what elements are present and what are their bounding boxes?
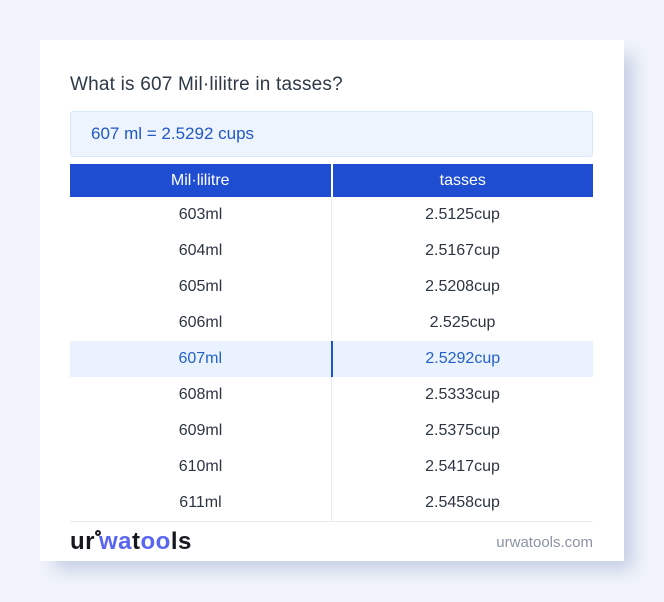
column-header-millilitre: Mil·lilitre xyxy=(70,164,333,197)
tasses-cell: 2.525cup xyxy=(429,314,496,331)
table-body: 603ml 2.5125cup 604ml 2.5167cup 605ml 2.… xyxy=(70,197,593,522)
table-row: 608ml 2.5333cup xyxy=(70,377,593,413)
logo-text-wa: wa xyxy=(99,528,133,555)
logo-text-ls: ls xyxy=(170,528,192,555)
card-footer: ur watools urwatools.com xyxy=(70,522,593,562)
table-row: 603ml 2.5125cup xyxy=(70,197,593,233)
table-row-highlighted: 607ml 2.5292cup xyxy=(70,341,593,377)
ml-cell: 609ml xyxy=(70,413,332,449)
table-row: 606ml 2.525cup xyxy=(70,305,593,341)
tasses-cell: 2.5333cup xyxy=(425,386,500,403)
column-header-tasses: tasses xyxy=(439,171,486,189)
table-row: 604ml 2.5167cup xyxy=(70,233,593,269)
tasses-cell: 2.5292cup xyxy=(425,350,501,367)
ml-cell: 607ml xyxy=(70,341,333,377)
ml-cell: 605ml xyxy=(70,269,332,305)
urwatools-logo[interactable]: ur watools xyxy=(70,528,192,556)
table-row: 605ml 2.5208cup xyxy=(70,269,593,305)
site-url-text: urwatools.com xyxy=(496,533,593,551)
tasses-cell: 2.5375cup xyxy=(425,422,500,439)
table-row: 609ml 2.5375cup xyxy=(70,413,593,449)
conversion-result-text: 607 ml = 2.5292 cups xyxy=(91,124,255,143)
ml-cell: 611ml xyxy=(70,485,332,521)
logo-text-ur: ur xyxy=(70,528,95,555)
table-row: 611ml 2.5458cup xyxy=(70,485,593,521)
tasses-cell: 2.5458cup xyxy=(425,494,500,511)
logo-ring-icon xyxy=(95,530,101,536)
table-header-row: Mil·lilitre tasses xyxy=(70,164,593,197)
conversion-table: Mil·lilitre tasses 603ml 2.5125cup 604ml… xyxy=(70,164,593,522)
logo-text-t: t xyxy=(132,528,141,555)
tasses-cell: 2.5417cup xyxy=(425,458,500,475)
ml-cell: 603ml xyxy=(70,197,332,233)
ml-cell: 604ml xyxy=(70,233,332,269)
page-title: What is 607 Mil·lilitre in tasses? xyxy=(70,74,343,95)
table-row: 610ml 2.5417cup xyxy=(70,449,593,485)
ml-cell: 610ml xyxy=(70,449,332,485)
ml-cell: 608ml xyxy=(70,377,332,413)
conversion-result-box: 607 ml = 2.5292 cups xyxy=(70,111,593,157)
ml-cell: 606ml xyxy=(70,305,332,341)
tasses-cell: 2.5208cup xyxy=(425,278,500,295)
tasses-cell: 2.5125cup xyxy=(425,206,500,223)
logo-glasses-oo: oo xyxy=(140,528,171,555)
converter-card: What is 607 Mil·lilitre in tasses? 607 m… xyxy=(40,40,624,561)
tasses-cell: 2.5167cup xyxy=(425,242,500,259)
